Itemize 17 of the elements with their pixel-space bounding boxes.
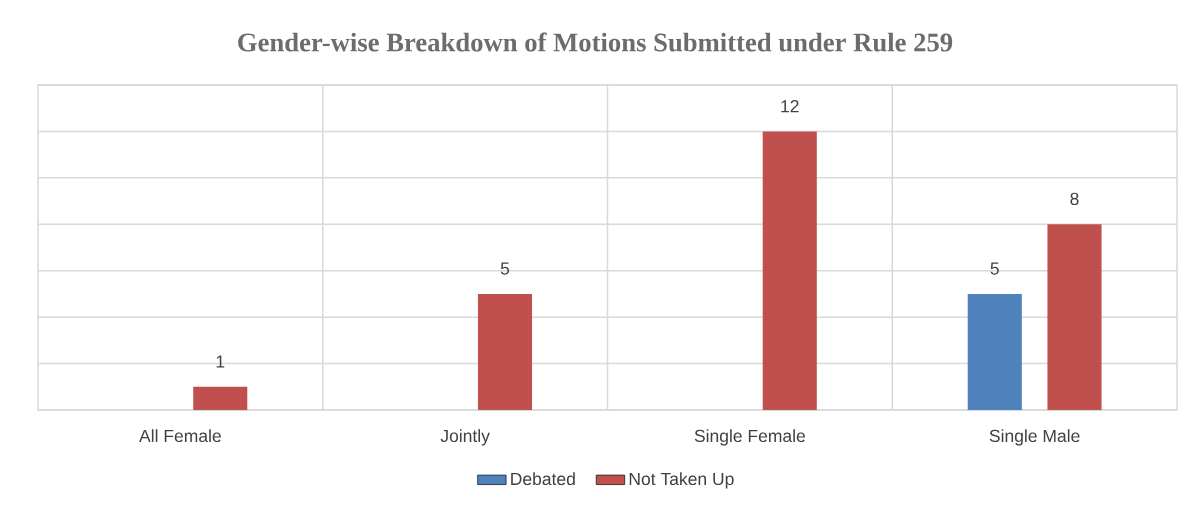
- bar: [1047, 224, 1102, 410]
- data-label: 1: [216, 355, 225, 368]
- data-label: 8: [1070, 192, 1079, 206]
- x-tick-label: All Female: [139, 429, 221, 443]
- bar: [762, 131, 817, 410]
- x-tick-label: Single Male: [989, 429, 1080, 446]
- legend-label: Debated: [511, 472, 575, 486]
- data-label: 12: [781, 100, 799, 113]
- bar: [967, 293, 1022, 410]
- data-label: 5: [500, 262, 510, 275]
- chart-title: Gender-wise Breakdown of Motions Submitted under Rule 259: [238, 32, 953, 52]
- legend-label: Not Taken Up: [629, 472, 734, 489]
- x-tick-label: Jointly: [440, 429, 490, 446]
- x-tick-label: Single Female: [694, 429, 805, 446]
- bar: [477, 293, 533, 410]
- bar: [193, 386, 248, 410]
- data-label: 5: [990, 262, 999, 275]
